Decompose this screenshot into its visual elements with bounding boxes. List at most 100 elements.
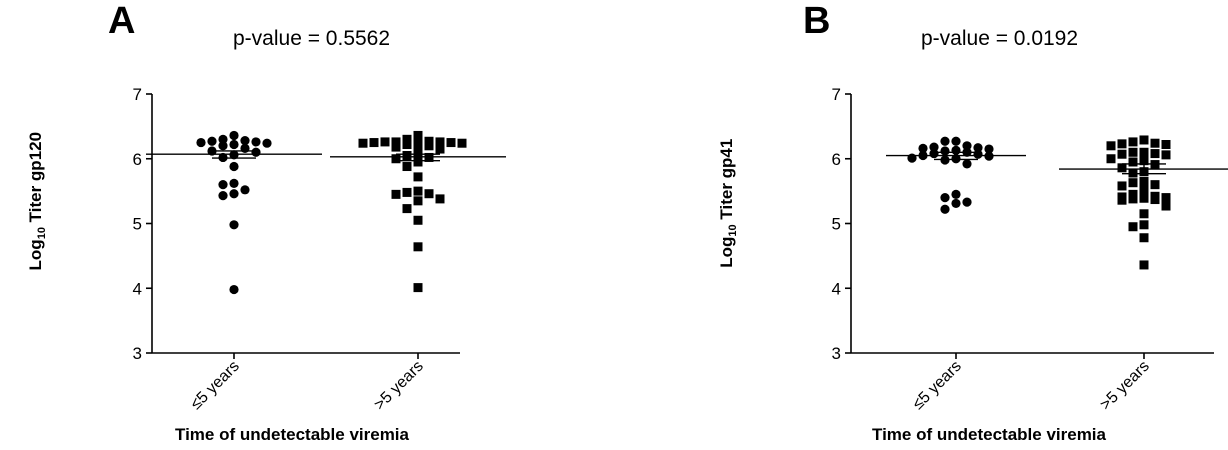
data-point-square [391,154,401,164]
data-point-square [1117,181,1127,191]
data-point-square [457,138,467,148]
data-point-circle [940,146,950,156]
data-point-square [424,141,434,151]
p-value-label: p-value = 0.5562 [233,27,391,50]
data-point-circle [262,138,272,148]
data-point-circle [951,198,961,209]
data-point-square [413,242,423,252]
data-point-square [391,142,401,152]
x-axis-label: Time of undetectable viremia [175,425,409,444]
data-point-circle [229,220,239,230]
data-point-square [413,186,423,196]
data-point-square [1139,233,1149,243]
data-point-square [380,137,390,147]
y-tick-label: 6 [832,150,841,169]
data-point-circle [940,193,950,203]
y-tick-label: 4 [133,279,142,298]
y-tick-label: 7 [133,85,142,104]
plot-area: 3 4 5 6 7 ≤5 years >5 years [133,85,506,414]
y-tick-label: 6 [133,150,142,169]
data-point-square [435,144,445,154]
data-point-square [413,130,423,140]
panel-b: B p-value = 0.0192 Log10 Titer gp41 Time… [614,0,1228,450]
data-point-square [424,189,434,199]
data-point-circle [951,136,961,146]
data-point-circle [962,197,972,207]
data-point-circle [196,137,206,148]
data-point-square [391,189,401,199]
x-tick-label: ≤5 years [187,358,242,413]
data-point-square [402,151,412,161]
data-point-square [391,137,401,147]
data-point-circle [207,136,217,146]
y-tick-label: 7 [832,85,841,104]
data-point-circle [951,189,961,199]
data-point-circle [229,189,239,199]
data-point-circle [218,180,228,190]
data-point-square [413,147,423,157]
data-point-square [402,187,412,197]
data-point-square [1161,150,1171,160]
data-point-square [446,138,456,148]
data-point-square [1139,135,1149,145]
panel-letter: A [108,0,136,42]
data-point-square [1139,147,1149,157]
data-point-square [1117,195,1127,205]
data-point-circle [929,148,939,159]
data-point-circle [962,159,972,169]
data-point-square [1128,157,1138,167]
data-point-square [402,134,412,144]
data-point-square [358,138,368,148]
data-point-square [1117,149,1127,159]
data-point-square [1150,195,1160,205]
data-point-square [435,137,445,147]
data-point-square [402,204,412,214]
y-tick-label: 3 [832,344,841,363]
data-point-square [413,139,423,149]
data-point-square [413,283,423,293]
data-point-square [1128,137,1138,147]
data-point-square [1161,201,1171,211]
data-point-square [1139,220,1149,230]
y-tick-label: 4 [832,279,841,298]
data-point-square [1128,178,1138,188]
data-point-circle [218,134,228,144]
data-point-circle [229,178,239,188]
data-point-square [402,140,412,150]
data-point-square [413,215,423,225]
data-point-circle [940,204,950,214]
data-point-square [369,138,379,148]
data-point-circle [229,139,239,150]
data-point-square [1150,149,1160,159]
data-point-square [1139,176,1149,186]
data-point-square [1161,140,1171,150]
y-tick-label: 5 [133,215,142,234]
data-point-circle [984,144,994,154]
data-point-square [1161,193,1171,203]
data-point-circle [973,149,983,159]
data-point-circle [251,147,261,157]
data-point-square [1139,185,1149,195]
data-point-circle [251,137,261,147]
data-point-circle [929,142,939,152]
data-point-square [1117,163,1127,173]
plot-area: 3 4 5 6 7 ≤5 years >5 years [832,85,1228,414]
x-tick-label: ≤5 years [909,358,964,413]
x-tick-label: >5 years [1097,358,1153,414]
data-point-square [1106,141,1116,151]
data-point-square [1139,260,1149,270]
x-tick-label: >5 years [371,358,427,414]
data-point-circle [240,185,250,195]
data-point-square [1139,156,1149,166]
data-point-square [413,157,423,167]
data-point-square [424,136,434,146]
data-point-circle [940,136,950,146]
data-point-square [1150,138,1160,148]
p-value-label: p-value = 0.0192 [921,27,1079,50]
data-point-circle [240,136,250,146]
panel-letter: B [803,0,831,42]
data-point-circle [218,191,228,201]
data-point-square [1150,180,1160,190]
y-tick-label: 3 [133,344,142,363]
